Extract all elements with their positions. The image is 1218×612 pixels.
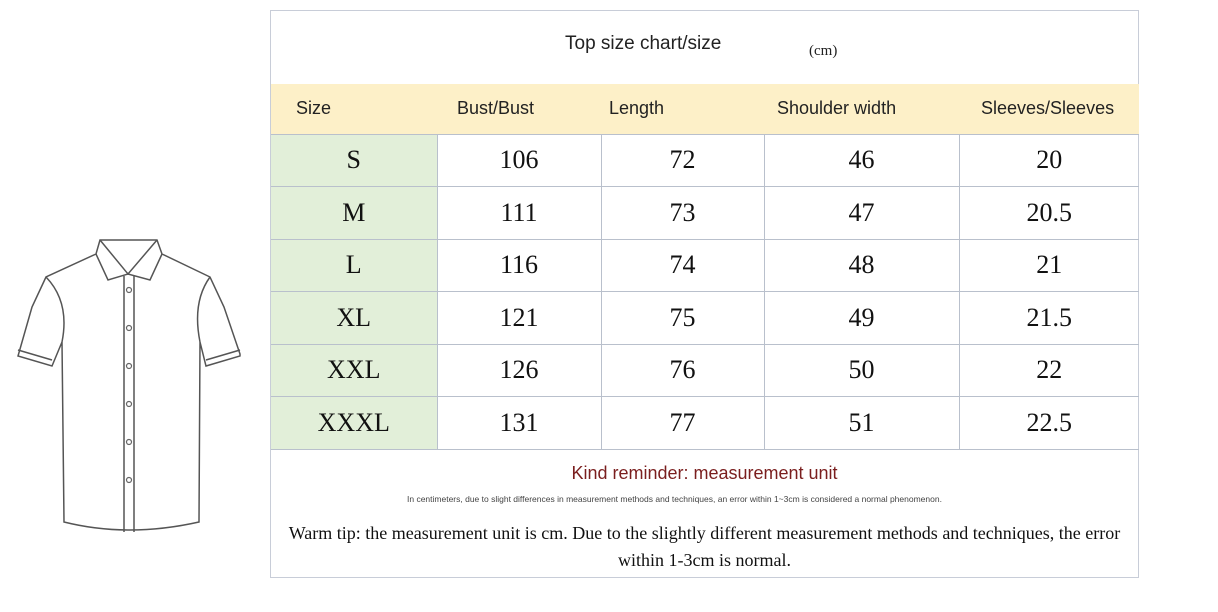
cell-shoulder: 47: [763, 186, 960, 240]
cell-size: XXL: [271, 343, 438, 397]
cell-length: 75: [600, 291, 765, 345]
cell-length: 77: [600, 396, 765, 450]
table-row: XXXL 131 77 51 22.5: [271, 396, 1139, 450]
cell-sleeves: 21: [958, 238, 1139, 292]
cell-bust: 126: [436, 343, 602, 397]
cell-size: XL: [271, 291, 438, 345]
chart-title: Top size chart/size: [565, 33, 722, 54]
header-size: Size: [271, 84, 437, 134]
cell-shoulder: 49: [763, 291, 960, 345]
cell-bust: 106: [436, 133, 602, 187]
table-row: XXL 126 76 50 22: [271, 343, 1139, 397]
cell-bust: 121: [436, 291, 602, 345]
header-bust: Bust/Bust: [437, 84, 601, 134]
table-row: XL 121 75 49 21.5: [271, 291, 1139, 345]
kind-reminder: Kind reminder: measurement unit: [571, 463, 838, 483]
cell-length: 74: [600, 238, 765, 292]
small-note: In centimeters, due to slight difference…: [407, 494, 942, 504]
cell-bust: 111: [436, 186, 602, 240]
cell-size: S: [271, 133, 438, 187]
size-table: Size Bust/Bust Length Shoulder width Sle…: [271, 84, 1139, 450]
cell-sleeves: 22: [958, 343, 1139, 397]
cell-length: 76: [600, 343, 765, 397]
cell-sleeves: 20: [958, 133, 1139, 187]
cell-sleeves: 21.5: [958, 291, 1139, 345]
table-row: M 111 73 47 20.5: [271, 186, 1139, 240]
cell-length: 73: [600, 186, 765, 240]
cell-shoulder: 51: [763, 396, 960, 450]
cell-sleeves: 22.5: [958, 396, 1139, 450]
cell-bust: 131: [436, 396, 602, 450]
title-row: Top size chart/size (cm): [271, 11, 1138, 84]
warm-tip: Warm tip: the measurement unit is cm. Du…: [288, 523, 1121, 570]
cell-bust: 116: [436, 238, 602, 292]
table-row: L 116 74 48 21: [271, 238, 1139, 292]
unit-label: (cm): [809, 43, 838, 59]
header-sleeves: Sleeves/Sleeves: [959, 84, 1139, 134]
cell-shoulder: 50: [763, 343, 960, 397]
size-chart: Top size chart/size (cm) Size Bust/Bust …: [270, 10, 1139, 578]
header-shoulder: Shoulder width: [764, 84, 959, 134]
header-row: Size Bust/Bust Length Shoulder width Sle…: [271, 84, 1139, 134]
cell-size: XXXL: [271, 396, 438, 450]
cell-shoulder: 46: [763, 133, 960, 187]
header-length: Length: [601, 84, 764, 134]
cell-size: L: [271, 238, 438, 292]
cell-size: M: [271, 186, 438, 240]
cell-length: 72: [600, 133, 765, 187]
cell-shoulder: 48: [763, 238, 960, 292]
shirt-illustration: [17, 239, 241, 532]
footer-notes: Kind reminder: measurement unit In centi…: [271, 448, 1138, 578]
cell-sleeves: 20.5: [958, 186, 1139, 240]
table-row: S 106 72 46 20: [271, 133, 1139, 187]
